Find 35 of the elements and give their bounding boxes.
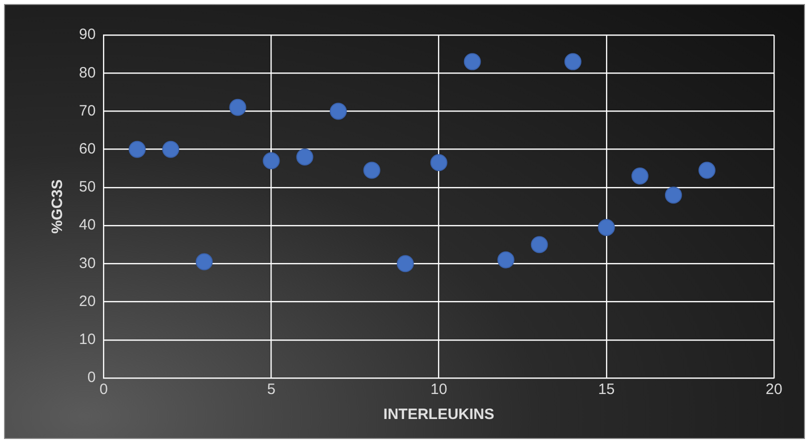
point [464, 53, 481, 70]
y-tick-label: 50 [78, 178, 96, 196]
y-tick-label: 40 [78, 216, 96, 234]
x-tick-label: 5 [267, 381, 276, 398]
y-tick-label: 80 [78, 64, 96, 82]
point [396, 255, 414, 272]
point [296, 148, 314, 166]
y-tick-label: 0 [87, 369, 96, 386]
point [497, 251, 514, 268]
point [631, 168, 648, 185]
x-tick-label: 10 [430, 381, 448, 398]
y-tick-label: 20 [78, 292, 96, 310]
point [598, 218, 615, 236]
point [128, 140, 146, 158]
y-axis-title: %GC3S [49, 179, 66, 234]
point [430, 154, 448, 172]
x-tick-label: 15 [598, 381, 615, 398]
point [262, 152, 280, 170]
point [162, 140, 180, 158]
point [330, 102, 347, 120]
point [698, 162, 716, 179]
y-tick-label: 10 [78, 331, 96, 348]
x-tick-label: 20 [766, 381, 782, 398]
y-tick-label: 60 [78, 140, 96, 158]
x-tick-label: 0 [100, 381, 108, 398]
point [229, 98, 246, 116]
y-tick-label: 30 [78, 254, 96, 272]
point [363, 162, 380, 179]
y-tick-label: 70 [78, 102, 96, 120]
point [564, 53, 582, 70]
point [664, 186, 682, 204]
point [196, 253, 213, 270]
point [530, 236, 548, 254]
y-tick-label: 90 [78, 26, 96, 44]
x-axis-title: INTERLEUKINS [383, 406, 494, 424]
